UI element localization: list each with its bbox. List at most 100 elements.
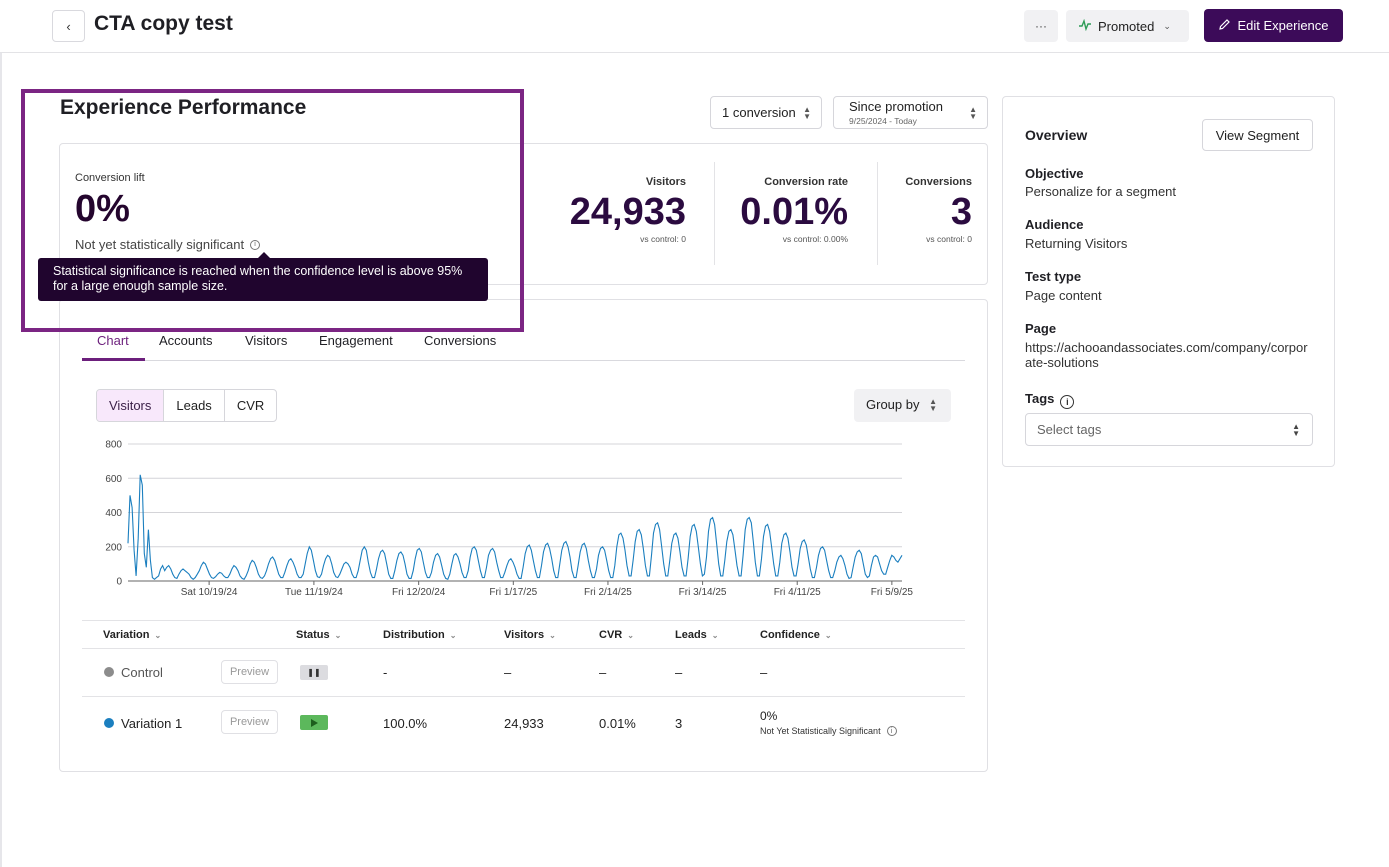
metric-visitors: Visitors 24,933 vs control: 0 [570,176,686,244]
metric-value: 3 [950,191,972,233]
x-tick-label: Fri 1/17/25 [489,587,537,598]
back-button[interactable]: ‹ [52,10,85,42]
significance-text: Not yet statistically significant [75,237,245,252]
tags-label-text: Tags [1025,391,1055,406]
page-title: CTA copy test [94,12,233,35]
tooltip-arrow [258,252,270,258]
col-variation[interactable]: Variation ⌄ [103,629,162,641]
confidence-note-text: Not Yet Statistically Significant [760,726,881,736]
tab-accounts[interactable]: Accounts [159,333,213,348]
sort-chevron-icon: ⌄ [154,631,162,640]
y-tick-label: 200 [105,542,122,553]
select-arrows-icon: ▲ ▼ [969,104,977,121]
divider [714,162,715,265]
col-confidence[interactable]: Confidence ⌄ [760,629,832,641]
status-dropdown-button[interactable]: Promoted ⌄ [1066,10,1189,42]
tab-visitors[interactable]: Visitors [245,333,288,348]
col-cvr[interactable]: CVR ⌄ [599,629,634,641]
variation-color-dot [104,667,114,677]
test-type-label: Test type [1025,269,1082,284]
results-tabs: Chart Accounts Visitors Engagement Conve… [82,327,965,361]
sort-chevron-icon: ⌄ [711,631,719,640]
tab-conversions[interactable]: Conversions [424,333,497,348]
audience-label: Audience [1025,217,1084,232]
toggle-cvr[interactable]: CVR [236,398,265,413]
objective-value: Personalize for a segment [1025,184,1177,199]
tab-engagement[interactable]: Engagement [319,333,393,348]
date-range-sub: 9/25/2024 - Today [849,116,917,126]
significance-tooltip: Statistical significance is reached when… [38,258,488,301]
audience-value: Returning Visitors [1025,236,1128,251]
table-row: Control Preview ❚❚ - – – – – [82,649,965,697]
col-distribution[interactable]: Distribution ⌄ [383,629,457,641]
col-visitors[interactable]: Visitors ⌄ [504,629,556,641]
metric-label: Visitors [645,176,686,188]
active-tab-indicator [82,358,145,361]
metric-conversions: Conversions 3 vs control: 0 [905,176,972,244]
cvr-value: – [599,665,607,680]
preview-button[interactable]: Preview [221,660,278,684]
objective-label: Objective [1025,166,1084,181]
date-range-label: Since promotion [849,99,943,114]
select-arrows-icon: ▲ ▼ [929,397,937,413]
confidence-value: 0% [760,709,778,723]
left-edge [0,0,2,867]
more-options-button[interactable]: ··· [1024,10,1058,42]
y-tick-label: 600 [105,474,122,485]
metric-vs-control: vs control: 0 [640,234,686,244]
tags-placeholder: Select tags [1037,422,1102,437]
date-range-select[interactable]: Since promotion 9/25/2024 - Today ▲ ▼ [833,96,988,129]
test-type-value: Page content [1025,288,1102,303]
sort-chevron-icon: ⌄ [549,631,556,640]
col-leads[interactable]: Leads ⌄ [675,629,719,641]
conversion-select-value: 1 conversion [722,105,796,120]
x-tick-label: Fri 4/11/25 [774,587,821,598]
info-icon[interactable]: i [886,726,897,736]
toggle-leads[interactable]: Leads [164,390,225,421]
sort-chevron-icon: ⌄ [449,631,457,640]
overview-title: Overview [1025,127,1088,143]
chevron-left-icon: ‹ [66,18,71,34]
section-title: Experience Performance [60,96,307,119]
metric-label: Conversion rate [764,176,848,188]
group-by-select[interactable]: Group by ▲ ▼ [854,389,951,422]
significance-note: Not yet statistically significant i [75,237,261,252]
info-icon[interactable]: i [1060,395,1075,409]
status-label: Promoted [1098,18,1155,34]
toggle-visitors[interactable]: Visitors [97,390,165,421]
conversion-lift-label: Conversion lift [75,172,145,184]
view-segment-button[interactable]: View Segment [1202,119,1313,151]
tags-label: Tags i [1025,391,1075,409]
metric-toggle: Visitors Leads CVR [96,389,278,422]
divider [877,162,878,265]
distribution-value: 100.0% [383,716,428,731]
play-icon[interactable] [300,715,328,730]
col-status[interactable]: Status ⌄ [296,629,342,641]
page-url[interactable]: https://achooandassociates.com/company/c… [1025,340,1308,370]
page-label: Page [1025,321,1057,336]
sort-chevron-icon: ⌄ [627,631,634,640]
x-tick-label: Fri 12/20/24 [392,587,446,598]
tab-chart[interactable]: Chart [97,333,129,348]
metric-label: Conversions [905,176,972,188]
metric-vs-control: vs control: 0 [926,234,972,244]
variation-name: Control [121,665,163,680]
preview-button[interactable]: Preview [221,710,278,734]
visitors-line-chart: 0 200 400 600 800 Sat 10/19/24 Tue 11/19/24 Fri… [105,440,913,599]
y-tick-label: 0 [116,577,122,588]
variation-color-dot [104,718,114,728]
x-tick-label: Tue 11/19/24 [285,587,343,598]
table-row: Variation 1 Preview 100.0% 24,933 0.01% … [82,697,965,749]
x-tick-label: Fri 2/14/25 [584,587,632,598]
leads-value: 3 [675,716,683,731]
conversion-select[interactable]: 1 conversion ▲ ▼ [710,96,822,129]
variations-table: Variation ⌄ Status ⌄ Distribution ⌄ Visitor… [82,620,965,749]
tags-select[interactable]: Select tags ▲ ▼ [1025,413,1313,446]
confidence-note: Not Yet Statistically Significant i [760,726,897,736]
pause-icon[interactable]: ❚❚ [300,665,328,680]
info-icon[interactable]: i [250,239,261,250]
edit-experience-label: Edit Experience [1237,18,1329,33]
select-arrows-icon: ▲ ▼ [1292,422,1300,438]
x-tick-label: Sat 10/19/24 [181,587,238,598]
edit-experience-button[interactable]: Edit Experience [1204,9,1343,42]
